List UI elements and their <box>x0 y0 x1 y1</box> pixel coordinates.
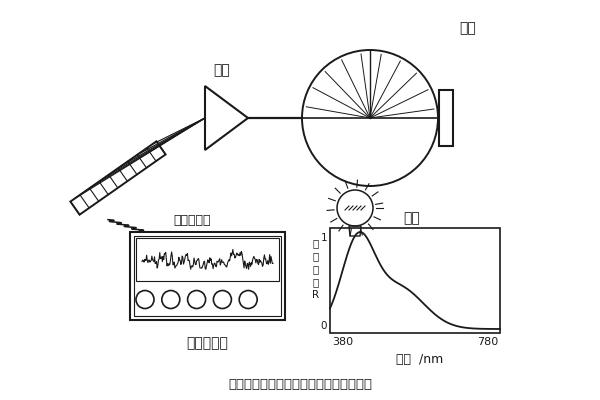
Text: R: R <box>313 290 320 300</box>
Text: 1: 1 <box>320 233 327 243</box>
Text: 波长  /nm: 波长 /nm <box>397 353 443 366</box>
Text: 采用新型陣列式光傳感器的光譜色度儀器: 采用新型陣列式光傳感器的光譜色度儀器 <box>228 378 372 392</box>
Text: 射: 射 <box>313 251 319 261</box>
Bar <box>136 238 279 281</box>
Bar <box>134 236 281 316</box>
Text: 0: 0 <box>320 321 327 331</box>
Text: 光源: 光源 <box>403 211 420 225</box>
Text: 样品: 样品 <box>460 21 476 35</box>
Text: 信号处理器: 信号处理器 <box>187 336 229 350</box>
Bar <box>130 232 285 320</box>
Text: 因: 因 <box>313 264 319 274</box>
Text: 探测器阵列: 探测器阵列 <box>173 214 211 226</box>
Text: 780: 780 <box>477 337 498 347</box>
Bar <box>439 90 453 146</box>
Text: 380: 380 <box>332 337 353 347</box>
Bar <box>330 228 500 333</box>
Text: 数: 数 <box>313 277 319 287</box>
Text: 棱镜: 棱镜 <box>214 63 230 77</box>
Text: 反: 反 <box>313 238 319 248</box>
